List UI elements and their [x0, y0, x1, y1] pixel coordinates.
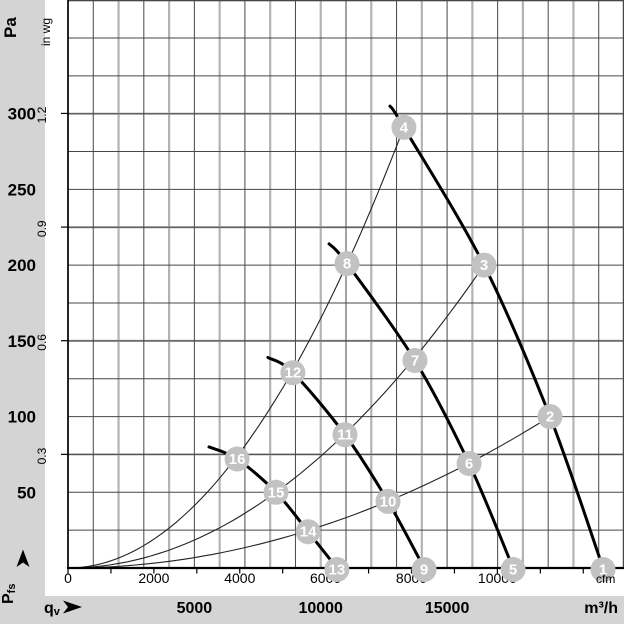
operating-point-circle	[590, 557, 616, 582]
operating-point-number: 11	[337, 427, 353, 444]
operating-point-number: 2	[546, 409, 554, 426]
operating-point-circle	[456, 451, 482, 476]
inwg-tick-label: 0.9	[35, 220, 49, 237]
operating-point-16: 16	[224, 446, 250, 472]
operating-point-number: 14	[300, 524, 317, 541]
inwg-tick-label: 0.3	[35, 447, 49, 464]
m3h-tick-label: 15000	[425, 600, 470, 617]
inwg-tick-label: 1.2	[35, 106, 49, 123]
operating-point-3: 3	[471, 252, 497, 278]
operating-point-circle	[375, 488, 401, 514]
flow-symbol-text: qv	[44, 600, 61, 618]
operating-point-9: 9	[411, 557, 437, 582]
operating-point-10: 10	[375, 488, 401, 514]
inwg-tick-label: 0.6	[35, 334, 49, 351]
pressure-symbol-main: P	[0, 593, 17, 604]
up-arrow-icon	[16, 549, 30, 567]
operating-point-8: 8	[334, 251, 360, 277]
flow-symbol-sub: v	[54, 606, 61, 618]
pa-tick-label: 50	[17, 483, 36, 502]
operating-point-number: 5	[509, 562, 517, 579]
pressure-axis-symbol: Pfs	[0, 549, 30, 604]
operating-point-circle	[500, 557, 526, 582]
operating-point-circle	[332, 422, 358, 448]
operating-point-circle	[391, 114, 417, 140]
pa-tick-label: 150	[8, 332, 36, 351]
cfm-tick-label: 2000	[138, 570, 169, 586]
operating-point-11: 11	[332, 422, 358, 448]
operating-point-circle	[324, 557, 350, 582]
operating-point-number: 6	[465, 456, 473, 473]
operating-point-number: 13	[329, 562, 346, 579]
operating-point-number: 4	[400, 119, 409, 136]
operating-point-number: 1	[599, 562, 607, 579]
cfm-tick-label: 0	[64, 570, 72, 586]
cfm-tick-label: 4000	[224, 570, 255, 586]
flow-axis-symbol: qv	[44, 600, 82, 618]
operating-point-circle	[537, 404, 563, 430]
pressure-symbol-sub: fs	[6, 584, 18, 594]
flow-symbol-main: q	[44, 600, 54, 617]
inwg-axis-unit-label: in wg	[39, 18, 53, 46]
operating-point-circle	[402, 348, 428, 373]
operating-point-number: 10	[380, 493, 397, 510]
operating-point-1: 1	[590, 557, 616, 582]
operating-point-circle	[224, 446, 250, 472]
operating-point-circle	[263, 479, 289, 505]
operating-point-14: 14	[295, 519, 321, 545]
operating-point-circle	[471, 252, 497, 278]
operating-point-6: 6	[456, 451, 482, 476]
operating-point-number: 15	[268, 484, 285, 501]
operating-point-number: 3	[480, 257, 488, 274]
m3h-axis-unit-label: m³/h	[584, 600, 618, 617]
operating-point-2: 2	[537, 404, 563, 430]
bottom-margin-strip	[0, 596, 624, 624]
operating-point-7: 7	[402, 348, 428, 373]
operating-point-15: 15	[263, 479, 289, 505]
operating-point-number: 16	[229, 451, 246, 468]
operating-point-number: 8	[343, 256, 351, 273]
operating-point-number: 12	[285, 365, 302, 382]
pa-tick-label: 100	[8, 408, 36, 427]
operating-point-circle	[280, 360, 306, 386]
pa-tick-label: 300	[8, 105, 36, 124]
pressure-symbol-text: Pfs	[0, 584, 18, 604]
operating-point-number: 9	[420, 562, 428, 579]
operating-point-circle	[295, 519, 321, 545]
operating-point-number: 7	[411, 353, 419, 370]
pa-tick-label: 200	[8, 256, 36, 275]
cfm-axis-unit-label: cfm	[596, 572, 615, 586]
unit-labels: Pa in wg cfm m³/h qv Pfs	[0, 17, 618, 618]
operating-point-circle	[334, 251, 360, 277]
operating-point-4: 4	[391, 114, 417, 140]
operating-point-circle	[411, 557, 437, 582]
pa-tick-label: 250	[8, 180, 36, 199]
grid-lines-minor	[68, 0, 624, 568]
pa-axis-unit-label: Pa	[1, 17, 20, 38]
operating-point-5: 5	[500, 557, 526, 582]
operating-point-12: 12	[280, 360, 306, 386]
right-arrow-icon	[63, 600, 82, 614]
m3h-tick-label: 10000	[298, 600, 343, 617]
m3h-tick-label: 5000	[177, 600, 213, 617]
operating-point-13: 13	[324, 557, 350, 582]
left-margin-strip	[0, 0, 45, 624]
